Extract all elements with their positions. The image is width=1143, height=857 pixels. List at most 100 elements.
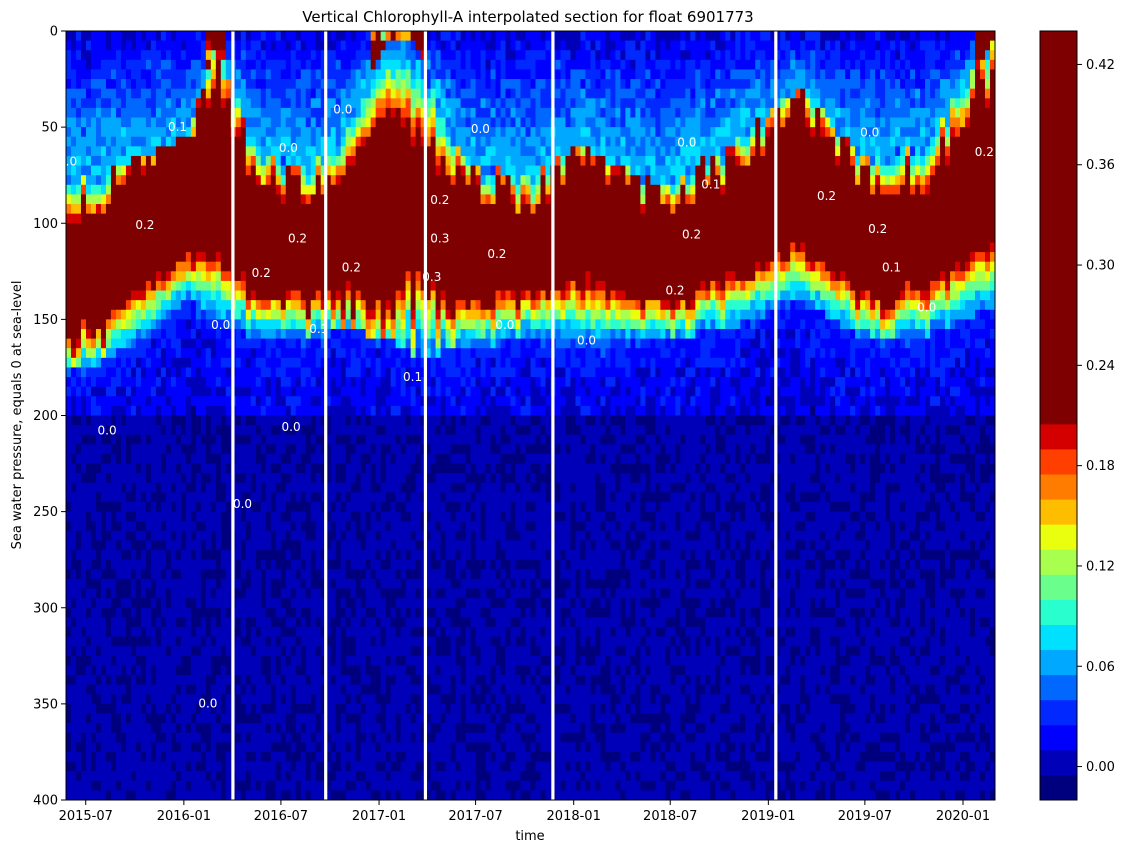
heatmap-cell	[85, 761, 92, 772]
heatmap-cell	[90, 444, 97, 455]
heatmap-cell	[155, 703, 162, 715]
heatmap-cell	[355, 550, 362, 561]
heatmap-cell	[320, 559, 327, 570]
heatmap-cell	[215, 636, 222, 647]
heatmap-cell	[90, 386, 97, 397]
heatmap-cell	[225, 290, 232, 301]
heatmap-cell	[285, 290, 292, 301]
heatmap-cell	[85, 155, 92, 167]
heatmap-cell	[250, 280, 257, 292]
heatmap-cell	[100, 405, 107, 417]
heatmap-cell	[175, 319, 182, 330]
heatmap-cell	[140, 79, 147, 90]
heatmap-cell	[195, 184, 202, 196]
heatmap-cell	[190, 328, 197, 340]
heatmap-cell	[115, 50, 122, 61]
heatmap-cell	[115, 98, 122, 109]
heatmap-cell	[85, 453, 92, 465]
heatmap-cell	[175, 530, 182, 542]
heatmap-cell	[66, 482, 72, 493]
heatmap-cell	[160, 50, 167, 61]
heatmap-cell	[225, 117, 232, 128]
heatmap-cell	[270, 511, 277, 522]
heatmap-cell	[160, 723, 167, 734]
heatmap-cell	[195, 377, 202, 388]
heatmap-cell	[280, 482, 287, 493]
heatmap-cell	[105, 146, 112, 157]
heatmap-cell	[260, 319, 267, 330]
heatmap-cell	[100, 463, 107, 474]
heatmap-cell	[270, 175, 277, 186]
heatmap-cell	[215, 511, 222, 522]
heatmap-cell	[300, 357, 307, 369]
heatmap-cell	[115, 694, 122, 705]
heatmap-cell	[315, 107, 322, 119]
heatmap-cell	[195, 204, 202, 215]
heatmap-cell	[200, 300, 207, 311]
heatmap-cell	[360, 328, 367, 340]
heatmap-cell	[245, 377, 252, 388]
heatmap-cell	[90, 280, 97, 292]
heatmap-cell	[120, 213, 127, 224]
heatmap-cell	[370, 665, 377, 676]
heatmap-cell	[290, 252, 297, 263]
heatmap-cell	[160, 348, 167, 359]
heatmap-cell	[245, 242, 252, 253]
heatmap-cell	[110, 357, 117, 369]
heatmap-cell	[320, 319, 327, 330]
heatmap-cell	[130, 300, 137, 311]
heatmap-cell	[355, 175, 362, 186]
heatmap-cell	[305, 165, 312, 176]
heatmap-cell	[155, 425, 162, 436]
heatmap-cell	[125, 232, 132, 244]
heatmap-cell	[365, 300, 372, 311]
heatmap-cell	[210, 280, 217, 292]
heatmap-cell	[140, 502, 147, 513]
heatmap-cell	[150, 665, 157, 676]
heatmap-cell	[335, 357, 342, 369]
heatmap-cell	[95, 213, 102, 224]
heatmap-cell	[350, 348, 357, 359]
heatmap-cell	[360, 252, 367, 263]
heatmap-cell	[85, 732, 92, 743]
heatmap-cell	[350, 559, 357, 570]
heatmap-cell	[210, 444, 217, 455]
heatmap-cell	[100, 444, 107, 455]
heatmap-cell	[335, 742, 342, 753]
heatmap-cell	[160, 434, 167, 445]
heatmap-cell	[155, 194, 162, 205]
heatmap-cell	[90, 550, 97, 561]
heatmap-cell	[345, 165, 352, 176]
heatmap-cell	[270, 713, 277, 724]
heatmap-cell	[260, 252, 267, 263]
heatmap-cell	[240, 492, 247, 503]
heatmap-cell	[305, 367, 312, 378]
heatmap-cell	[145, 617, 152, 628]
heatmap-cell	[135, 223, 142, 234]
heatmap-cell	[255, 502, 262, 513]
heatmap-cell	[135, 713, 142, 724]
heatmap-cell	[285, 598, 292, 609]
heatmap-cell	[345, 107, 352, 119]
heatmap-cell	[275, 98, 282, 109]
heatmap-cell	[150, 300, 157, 311]
heatmap-cell	[375, 328, 382, 340]
heatmap-cell	[190, 155, 197, 167]
heatmap-cell	[205, 434, 212, 445]
heatmap-cell	[135, 636, 142, 647]
heatmap-cell	[125, 502, 132, 513]
heatmap-cell	[250, 69, 257, 80]
heatmap-cell	[200, 338, 207, 349]
heatmap-cell	[205, 405, 212, 417]
heatmap-cell	[275, 626, 282, 638]
heatmap-cell	[190, 521, 197, 532]
heatmap-cell	[245, 473, 252, 484]
heatmap-cell	[170, 348, 177, 359]
heatmap-cell	[260, 578, 267, 590]
heatmap-cell	[245, 69, 252, 80]
heatmap-cell	[185, 761, 192, 772]
heatmap-cell	[190, 559, 197, 570]
heatmap-cell	[280, 761, 287, 772]
heatmap-cell	[145, 473, 152, 484]
heatmap-cell	[200, 261, 207, 272]
